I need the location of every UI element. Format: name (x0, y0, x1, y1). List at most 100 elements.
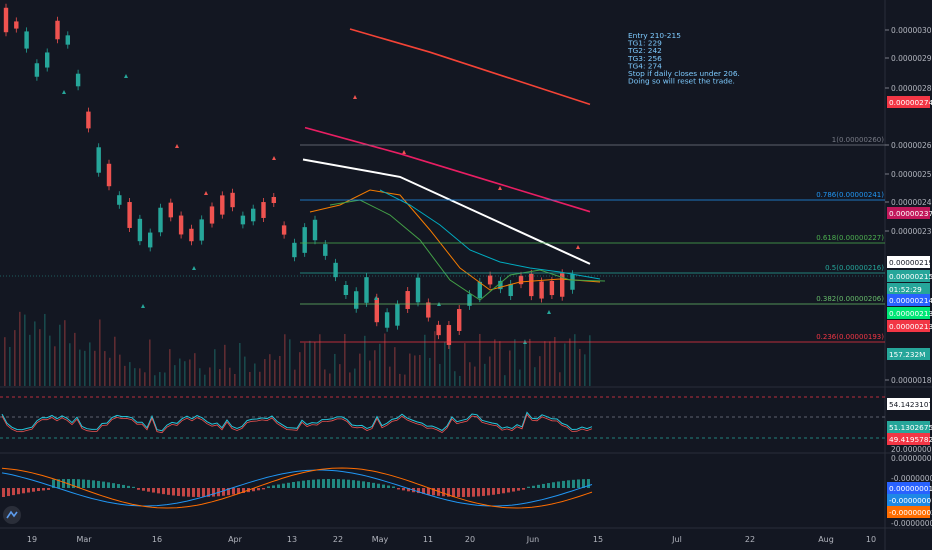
moving-averages (302, 28, 606, 301)
volume-bar (344, 334, 346, 386)
macd-histogram-bar (7, 488, 10, 497)
macd-histogram-bar (92, 480, 95, 488)
candle-body (209, 206, 215, 224)
macd-histogram-bar (332, 479, 335, 488)
macd-histogram-bar (342, 479, 345, 488)
macd-histogram-bar (477, 488, 480, 497)
macd-histogram-bar (227, 488, 230, 496)
macd-badge (887, 494, 930, 506)
macd-histogram-bar (367, 482, 370, 488)
fib-level-label: 0.236(0.00000193) (816, 333, 884, 341)
macd-tick-label: 0.00000000 (891, 454, 932, 463)
moving-average-line (304, 126, 591, 213)
macd-histogram-bar (552, 482, 555, 488)
volume-bar (309, 340, 311, 386)
trade-note-line: Stop if daily closes under 206. (628, 69, 740, 78)
macd-histogram-bar (57, 479, 60, 488)
candle-body (148, 232, 153, 248)
macd-signal-line (1, 467, 593, 509)
macd-histogram-bar (267, 486, 270, 488)
price-badges: 0.00000274 0.00000237 0.00000219 0.00000215… (887, 96, 932, 360)
macd-histogram-bar (352, 480, 355, 488)
volume-bar (429, 357, 431, 386)
volume-bar (394, 347, 396, 386)
signal-arrow (402, 150, 406, 154)
volume-bar (359, 353, 361, 386)
macd-histogram-bar (122, 484, 125, 488)
volume-bar (424, 334, 426, 386)
tradingview-logo-icon[interactable] (3, 506, 21, 524)
signal-arrow (374, 296, 378, 300)
signal-arrow (272, 156, 276, 160)
macd-histogram-bar (107, 482, 110, 488)
candle-body (426, 302, 431, 318)
fib-retracement[interactable]: 1(0.00000260) 0.786(0.00000241) 0.618(0.00… (0, 136, 885, 343)
macd-histogram-bar (392, 486, 395, 488)
macd-histogram-bar (347, 479, 350, 488)
macd-histogram-bar (327, 479, 330, 488)
macd-histogram-bar (567, 480, 570, 488)
signal-arrow (547, 310, 551, 314)
macd-histogram-bar (197, 488, 200, 497)
ema-line (309, 189, 601, 291)
macd-histogram-bar (42, 488, 45, 491)
price-badge-label: 0.00000237 (889, 209, 932, 218)
volume-bar (509, 350, 511, 386)
macd-histogram-bar (542, 483, 545, 488)
candle-body (312, 219, 318, 241)
volume-bar (314, 342, 316, 386)
candle-body (199, 219, 204, 241)
macd-histogram-bar (172, 488, 175, 496)
volume-bar (174, 365, 176, 386)
rsi-badge (887, 421, 930, 433)
candle-body (45, 52, 50, 68)
macd-histogram-bar (372, 482, 375, 488)
volume-bar (544, 341, 546, 386)
macd-histogram-bar (387, 485, 390, 488)
volume-bar (234, 374, 236, 386)
volume-bar (14, 330, 16, 386)
volume-bar (319, 334, 321, 386)
candle-body (570, 274, 575, 290)
candle-body (251, 208, 256, 222)
macd-histogram-bar (582, 479, 585, 488)
macd-histogram-bar (152, 488, 155, 493)
y-tick-label: 0.00000230 (891, 227, 932, 236)
macd-pane: 0.00000000 -0.00000001 -0.00000002 0.000000… (1, 454, 932, 528)
macd-histogram-bar (562, 480, 565, 488)
signal-arrow (62, 90, 66, 94)
volume-bar (364, 335, 366, 386)
trade-note-line: TG4: 274 (627, 61, 662, 70)
price-badge-label: 0.00000213 (889, 309, 932, 318)
macd-histogram-bar (427, 488, 430, 495)
volume-bar (584, 354, 586, 386)
volume-bar (459, 375, 461, 386)
volume-bar (89, 342, 91, 386)
volume-bar (154, 375, 156, 386)
moving-average-line (349, 28, 591, 106)
price-badge-label: 0.00000219 (889, 258, 932, 267)
volume-bar (144, 372, 146, 386)
price-badge (887, 96, 930, 108)
macd-histogram-bar (382, 484, 385, 488)
candle-body (467, 294, 472, 306)
volume-bar (289, 339, 291, 386)
y-tick-label: 0.00000280 (891, 84, 932, 93)
candle-body (3, 7, 9, 33)
candle-body (137, 218, 143, 242)
ema-line (329, 199, 606, 301)
volume-bar (29, 334, 31, 386)
volume-bar (464, 343, 466, 386)
volume-bar (529, 338, 531, 386)
volume-bar (214, 349, 216, 386)
volume-bar (284, 334, 286, 386)
macd-histogram-bar (137, 488, 140, 490)
trade-note-line: Doing so will reset the trade. (628, 77, 735, 86)
volume-bar (24, 314, 26, 386)
macd-histogram-bar (272, 485, 275, 488)
macd-badge-label: 0.00000001 (889, 484, 932, 493)
candle-body (127, 202, 132, 228)
macd-histogram-bar (12, 488, 15, 496)
macd-histogram-bar (452, 488, 455, 497)
